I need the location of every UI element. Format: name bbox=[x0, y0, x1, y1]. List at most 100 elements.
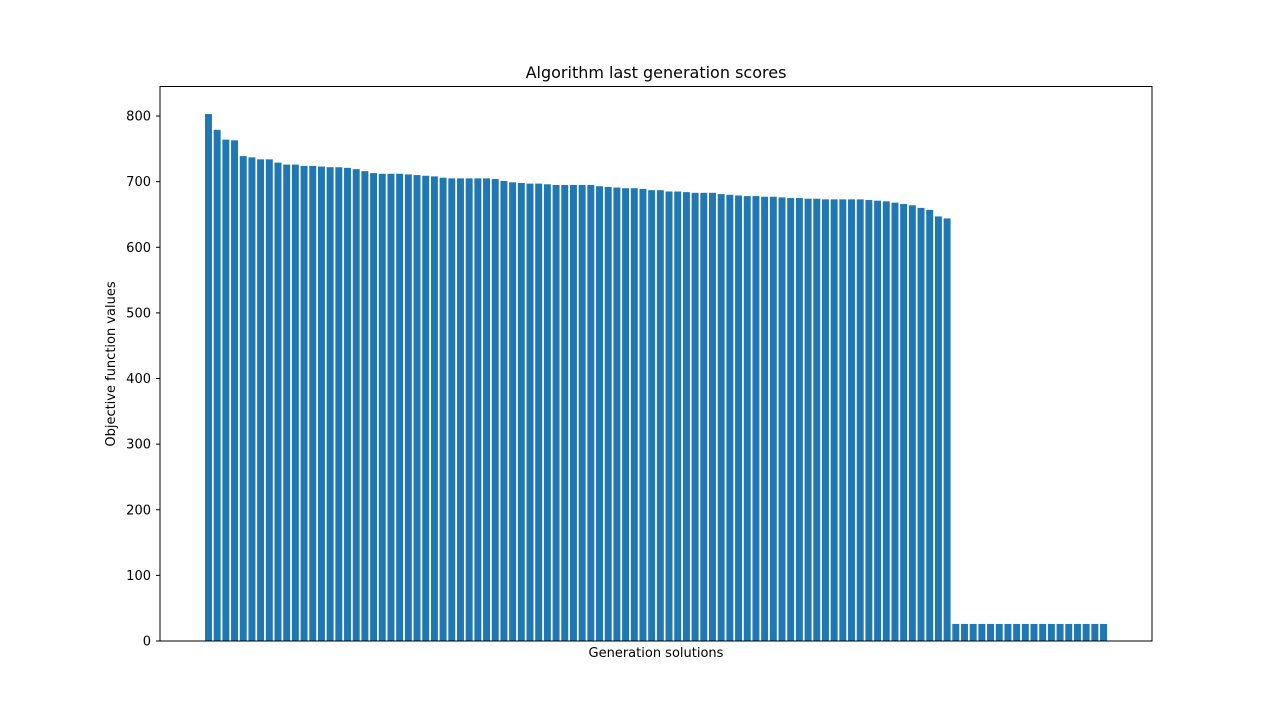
bar bbox=[648, 190, 656, 641]
bar bbox=[1065, 623, 1073, 641]
bar bbox=[552, 184, 560, 641]
bar bbox=[969, 623, 977, 641]
bar bbox=[1073, 623, 1081, 641]
bar bbox=[465, 178, 473, 641]
bar bbox=[370, 173, 378, 641]
bar bbox=[448, 178, 456, 641]
y-tick-label: 500 bbox=[126, 306, 151, 321]
bar bbox=[274, 162, 282, 641]
bar bbox=[604, 186, 612, 641]
bar bbox=[387, 173, 395, 641]
bar bbox=[1021, 623, 1029, 641]
bar bbox=[839, 199, 847, 641]
y-tick-label: 200 bbox=[126, 503, 151, 518]
bar bbox=[222, 139, 230, 641]
bar bbox=[265, 159, 273, 641]
bar bbox=[1047, 623, 1055, 641]
y-tick-label: 0 bbox=[143, 635, 151, 650]
y-tick-label: 700 bbox=[126, 175, 151, 190]
y-tick-label: 300 bbox=[126, 438, 151, 453]
bar bbox=[665, 191, 673, 642]
bar bbox=[961, 623, 968, 641]
bar bbox=[874, 200, 882, 641]
bar bbox=[891, 202, 899, 641]
bar bbox=[813, 198, 821, 641]
bar bbox=[1091, 623, 1099, 641]
bar bbox=[882, 201, 890, 641]
bar bbox=[622, 188, 630, 641]
bar bbox=[1100, 623, 1107, 641]
bar bbox=[900, 203, 908, 641]
bar bbox=[526, 183, 534, 641]
bar bbox=[413, 175, 421, 641]
bar bbox=[743, 196, 751, 641]
bar bbox=[717, 194, 725, 641]
y-tick-label: 800 bbox=[126, 110, 151, 125]
bar bbox=[396, 173, 404, 641]
bar bbox=[213, 129, 221, 641]
bar bbox=[943, 218, 951, 641]
bar bbox=[700, 192, 708, 641]
bar bbox=[735, 195, 743, 641]
bar bbox=[978, 623, 986, 641]
bar bbox=[569, 184, 577, 641]
bar bbox=[578, 184, 586, 641]
bar bbox=[474, 178, 482, 641]
y-tick-label: 100 bbox=[126, 569, 151, 584]
bar bbox=[1056, 623, 1064, 641]
bar bbox=[257, 159, 265, 641]
bar bbox=[682, 192, 690, 641]
bar bbox=[987, 623, 995, 641]
bar bbox=[483, 178, 491, 641]
bar bbox=[326, 167, 334, 641]
bar bbox=[535, 183, 543, 641]
bar bbox=[205, 114, 212, 641]
bar bbox=[674, 191, 682, 642]
bar bbox=[1082, 623, 1090, 641]
bar bbox=[691, 192, 699, 641]
bar bbox=[335, 167, 343, 641]
bar bbox=[1039, 623, 1047, 641]
bar bbox=[457, 178, 464, 641]
bar bbox=[300, 165, 308, 641]
bar bbox=[952, 623, 960, 641]
bar bbox=[856, 199, 864, 641]
bar bbox=[587, 184, 595, 641]
x-axis-label: Generation solutions bbox=[589, 646, 724, 661]
bar bbox=[291, 164, 299, 641]
chart-title: Algorithm last generation scores bbox=[526, 63, 787, 82]
y-axis: 0 100 200 300 400 500 600 700 800 bbox=[126, 110, 160, 650]
bar bbox=[500, 180, 508, 642]
bar bbox=[778, 197, 786, 641]
bar bbox=[317, 166, 325, 641]
bar bbox=[1013, 623, 1021, 641]
bar bbox=[709, 192, 716, 641]
bar bbox=[231, 140, 239, 641]
bar bbox=[795, 198, 803, 641]
bar bbox=[821, 199, 829, 641]
bar bbox=[995, 623, 1003, 641]
bar bbox=[830, 199, 838, 641]
bar bbox=[656, 190, 664, 641]
bar bbox=[361, 171, 369, 641]
bar bbox=[761, 196, 769, 642]
bar bbox=[769, 196, 777, 642]
y-tick-label: 600 bbox=[126, 241, 151, 256]
bar bbox=[344, 167, 351, 641]
bar bbox=[543, 184, 551, 641]
plot-frame bbox=[159, 86, 1153, 642]
bar bbox=[309, 165, 317, 641]
bar bbox=[752, 196, 760, 641]
bars-group bbox=[205, 114, 1107, 642]
bar bbox=[239, 156, 247, 641]
bar bbox=[639, 188, 647, 641]
bar bbox=[352, 169, 360, 641]
bar bbox=[787, 198, 795, 641]
bar bbox=[917, 207, 925, 641]
bar bbox=[908, 205, 916, 641]
bar bbox=[848, 199, 855, 641]
y-tick-label: 400 bbox=[126, 372, 151, 387]
bar bbox=[378, 173, 386, 641]
bar bbox=[926, 209, 934, 641]
bar bbox=[422, 175, 430, 642]
